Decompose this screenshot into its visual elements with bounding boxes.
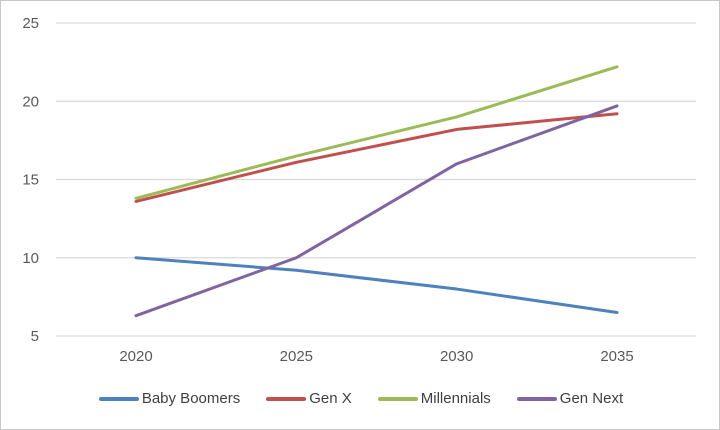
legend-label: Gen X — [309, 390, 352, 407]
legend-label: Baby Boomers — [141, 390, 241, 407]
x-axis-tick-label: 2030 — [440, 348, 473, 365]
legend-item-gen-x: Gen X — [266, 390, 352, 407]
legend-line-marker — [516, 396, 557, 401]
legend-item-millennials: Millennials — [377, 390, 491, 407]
series-line-millennials — [134, 65, 619, 200]
legend-item-gen-next: Gen Next — [516, 390, 624, 407]
legend: Baby Boomers Gen X Millennials Gen Next — [1, 390, 719, 407]
legend-item-baby-boomers: Baby Boomers — [98, 390, 241, 407]
x-axis-tick-label: 2020 — [119, 348, 152, 365]
y-axis-tick-label: 20 — [22, 93, 39, 110]
legend-line-marker — [377, 396, 418, 401]
legend-label: Gen Next — [559, 390, 624, 407]
y-axis-tick-label: 5 — [31, 328, 39, 345]
y-axis-tick-label: 10 — [22, 250, 39, 267]
series-line-gen-next — [134, 104, 619, 318]
x-axis-tick-label: 2035 — [600, 348, 633, 365]
legend-line-marker — [98, 396, 139, 401]
y-axis-tick-label: 25 — [22, 15, 39, 32]
legend-label: Millennials — [420, 390, 491, 407]
series-line-baby-boomers — [134, 256, 619, 315]
legend-line-marker — [266, 396, 307, 401]
series-line-gen-x — [134, 112, 619, 203]
x-axis-tick-label: 2025 — [280, 348, 313, 365]
y-axis-tick-label: 15 — [22, 172, 39, 189]
